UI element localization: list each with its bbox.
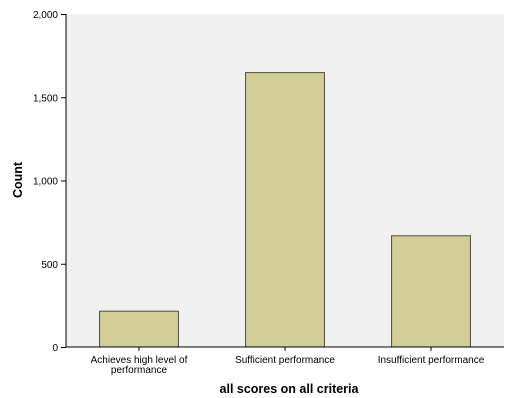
x-axis-categories: Achieves high level of performance Suffici…: [91, 347, 485, 376]
bar: [245, 72, 325, 348]
x-tick-label: Achieves high level of performance: [91, 355, 188, 376]
x-tick-label: Sufficient performance: [235, 355, 335, 366]
y-tick-label: 2,000: [33, 10, 58, 21]
bar: [99, 310, 179, 348]
x-tick-label: Insufficient performance: [378, 355, 485, 366]
x-axis-title: all scores on all criteria: [220, 382, 360, 396]
y-axis-title: Count: [11, 161, 25, 198]
y-tick-label: 1,500: [33, 93, 58, 104]
y-axis-ticks: 0 500 1,000 1,500 2,000: [33, 10, 66, 354]
y-tick-label: 1,000: [33, 177, 58, 188]
bars: [99, 72, 471, 348]
y-tick-label: 0: [52, 343, 58, 354]
bar: [391, 235, 471, 348]
y-tick-label: 500: [41, 260, 58, 271]
